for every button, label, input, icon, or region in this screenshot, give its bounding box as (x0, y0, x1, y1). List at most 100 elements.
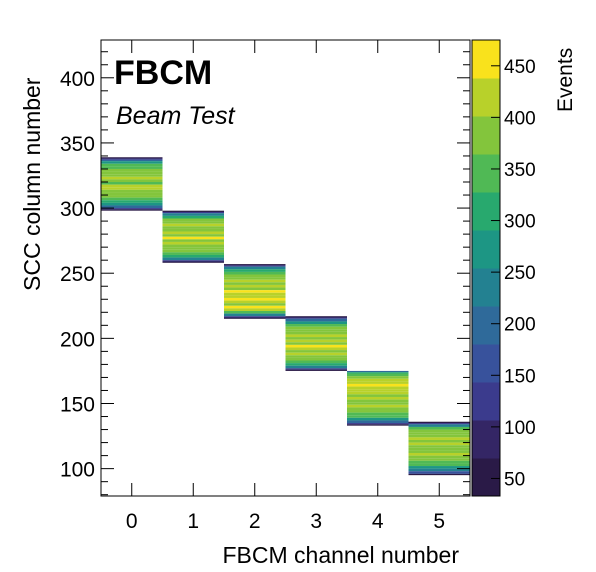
color-band (472, 458, 500, 478)
heatmap-cell (408, 450, 470, 454)
z-tick-label: 50 (504, 469, 525, 490)
heatmap-cell (285, 369, 347, 371)
heatmap-cell (101, 166, 163, 169)
heatmap-cell (224, 266, 286, 270)
color-band (472, 116, 500, 136)
heatmap-cell (347, 410, 409, 413)
heatmap-cell (224, 303, 286, 306)
heatmap-cell (285, 326, 347, 330)
x-tick-label: 1 (187, 510, 199, 533)
heatmap-cell (224, 317, 286, 319)
y-tick-label: 200 (60, 328, 95, 351)
z-tick-label: 150 (504, 366, 536, 387)
heatmap-cell (224, 316, 286, 318)
experiment-label: FBCM (114, 54, 212, 92)
heatmap-cell (408, 424, 470, 427)
heatmap-cell (101, 208, 163, 210)
heatmap-cell (347, 394, 409, 397)
heatmap-cell (224, 287, 286, 291)
color-band (472, 363, 500, 383)
heatmap-cell (101, 182, 163, 185)
y-tick-label: 300 (60, 198, 95, 221)
heatmap-cell (101, 158, 163, 160)
heatmap-cell (162, 249, 224, 253)
heatmap-cell (162, 254, 224, 258)
x-axis-label: FBCM channel number (223, 542, 460, 568)
color-band (472, 344, 500, 364)
heatmap-cell (408, 468, 470, 472)
color-band (472, 97, 500, 117)
x-tick-label: 2 (249, 510, 261, 533)
heatmap-cell (101, 205, 163, 209)
heatmap-cell (224, 264, 286, 266)
heatmap-cell (408, 458, 470, 461)
z-tick-label: 400 (504, 108, 536, 129)
x-axis: 0 1 2 3 4 5 (126, 40, 445, 533)
x-tick-label: 0 (126, 510, 138, 533)
heatmap-cell (224, 305, 286, 309)
heatmap-cell (162, 244, 224, 248)
heatmap-cell (408, 421, 470, 424)
heatmap-cell (162, 211, 224, 214)
heatmap-cell (162, 241, 224, 245)
heatmap-cell (408, 423, 470, 425)
heatmap-cell (347, 417, 409, 421)
heatmap-cell (101, 209, 163, 211)
z-tick-label: 350 (504, 160, 536, 181)
heatmap-cell (224, 274, 286, 278)
heatmap-cell (162, 239, 224, 242)
heatmap-cell (408, 432, 470, 435)
z-tick-label: 200 (504, 315, 536, 336)
heatmap-cell (224, 292, 286, 296)
heatmap-cell (347, 399, 409, 403)
heatmap-cell (347, 424, 409, 426)
y-tick-label: 150 (60, 393, 95, 416)
heatmap-cell (162, 213, 224, 216)
z-tick-label: 300 (504, 212, 536, 233)
heatmap-cell (285, 329, 347, 332)
heatmap-cell (285, 355, 347, 358)
heatmap-cell (347, 402, 409, 405)
heatmap-cell (408, 455, 470, 459)
heatmap-cell (285, 339, 347, 343)
z-tick-label: 250 (504, 263, 536, 284)
heatmap-cell (408, 437, 470, 440)
color-band (472, 287, 500, 307)
heatmap-cell (162, 236, 224, 240)
heatmap-cell (101, 179, 163, 183)
heatmap-cell (285, 347, 347, 351)
y-axis-label: SCC column number (19, 77, 45, 291)
heatmap-cell (101, 192, 163, 196)
heatmap-cell (224, 269, 286, 272)
heatmap-cell (162, 260, 224, 262)
heatmap-cell (224, 310, 286, 314)
z-axis-label: Events (554, 48, 577, 112)
heatmap-cell (347, 386, 409, 390)
heatmap-cell (162, 221, 224, 224)
heatmap-cell (162, 231, 224, 235)
heatmap-cell (285, 317, 347, 319)
color-band (472, 382, 500, 402)
heatmap-cell (347, 396, 409, 400)
heatmap-cell (408, 447, 470, 451)
heatmap-cell (224, 290, 286, 293)
heatmap-cell (101, 176, 163, 180)
heatmap-cell (224, 271, 286, 275)
color-band (472, 192, 500, 212)
color-band (472, 230, 500, 250)
heatmap-cell (162, 252, 224, 255)
heatmap-cell (101, 187, 163, 190)
heatmap-cell (347, 370, 409, 373)
heatmap-cell (285, 318, 347, 322)
color-band (472, 249, 500, 269)
heatmap-cell (285, 331, 347, 335)
x-tick-label: 5 (433, 510, 445, 533)
y-tick-label: 250 (60, 263, 95, 286)
color-band (472, 59, 500, 79)
color-band (472, 268, 500, 288)
heatmap-cell (224, 277, 286, 280)
heatmap-cell (162, 228, 224, 232)
heatmap-cell (224, 297, 286, 301)
heatmap-cell (285, 337, 347, 340)
